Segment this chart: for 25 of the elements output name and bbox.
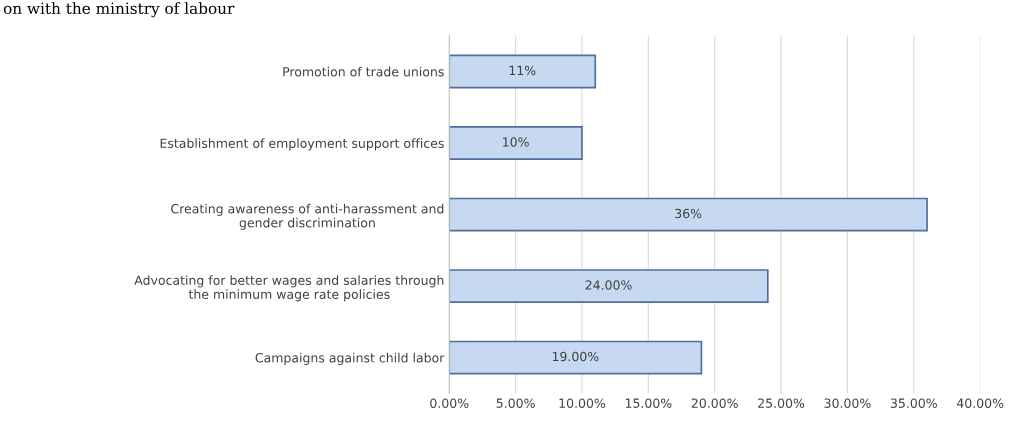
bar xyxy=(449,269,769,304)
text: on with the ministry of labour xyxy=(3,2,235,18)
x-tick-label: 40.00% xyxy=(956,398,1004,408)
x-tick-label: 15.00% xyxy=(625,398,672,408)
y-tick-label: Creating awareness of anti-harassment and gender discrimination xyxy=(171,203,444,230)
data-label: 10% xyxy=(503,137,529,147)
bar xyxy=(449,126,583,160)
bar xyxy=(449,197,928,232)
x-tick-label: 35.00% xyxy=(890,398,937,408)
y-tick-label: Advocating for better wages and salaries through the minimum wage rate policies xyxy=(134,275,444,302)
x-tick-label: 5.00% xyxy=(496,398,535,408)
bar xyxy=(449,54,597,89)
y-tick-label: Establishment of employment support offices xyxy=(160,138,444,151)
x-tick-label: 25.00% xyxy=(758,398,805,408)
x-tick-label: 20.00% xyxy=(691,398,738,408)
data-label: 24.00% xyxy=(585,280,632,290)
data-label: 19.00% xyxy=(552,351,599,362)
x-tick-label: 30.00% xyxy=(824,398,871,408)
x-tick-label: 10.00% xyxy=(559,398,606,408)
bar xyxy=(449,340,703,375)
y-tick-label: Campaigns against child labor xyxy=(255,352,445,365)
y-tick-label: Promotion of trade unions xyxy=(283,66,444,77)
x-tick-label: 0.00% xyxy=(430,398,469,408)
data-label: 11% xyxy=(509,65,536,76)
data-label: 36% xyxy=(675,208,702,219)
